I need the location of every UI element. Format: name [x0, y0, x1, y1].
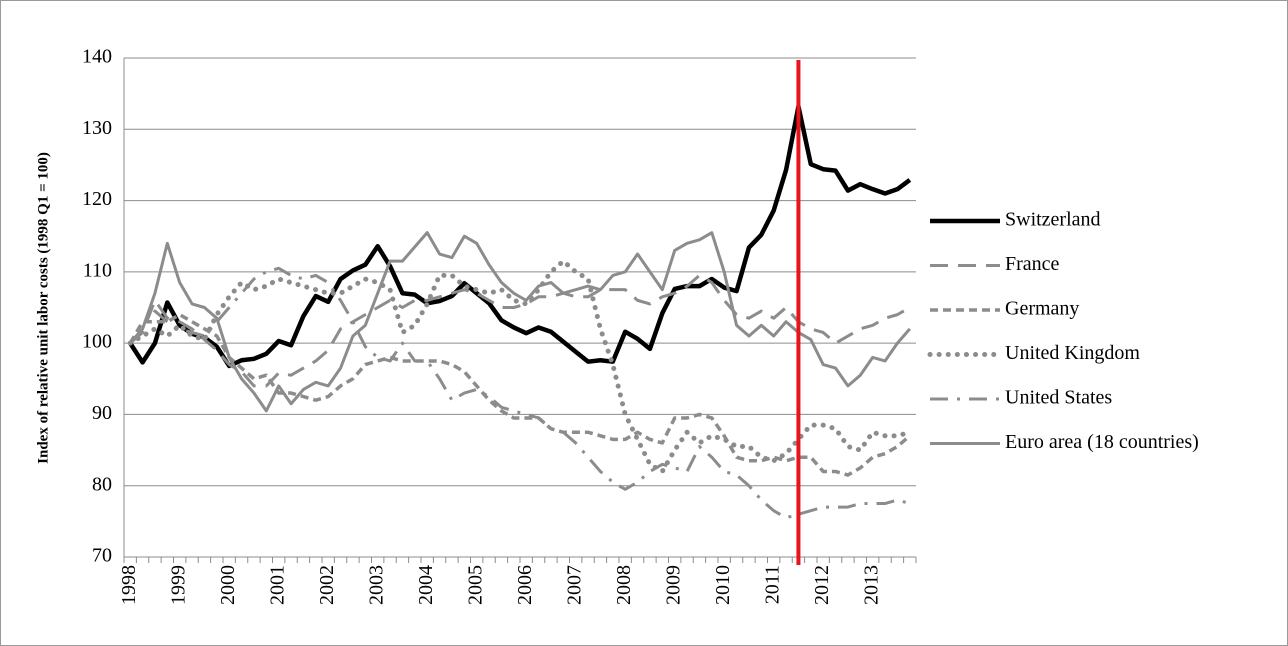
y-tick-label: 80 [92, 473, 112, 495]
x-tick-label: 2003 [365, 565, 387, 605]
legend-label: Germany [1005, 298, 1079, 320]
x-tick-label: 2004 [415, 565, 437, 605]
series-line [129, 273, 911, 388]
y-tick-label: 120 [82, 188, 112, 210]
series-line [128, 104, 912, 369]
x-tick-label: 2009 [662, 565, 684, 605]
y-tick-label: 70 [92, 545, 112, 567]
legend-label: United Kingdom [1005, 342, 1140, 364]
series-line [129, 266, 911, 520]
series-line [128, 312, 911, 477]
legend-label: Euro area (18 countries) [1005, 431, 1199, 453]
y-tick-label: 140 [82, 46, 112, 68]
x-tick-label: 2005 [464, 565, 486, 605]
x-tick-label: 1999 [167, 565, 189, 605]
y-tick-label: 130 [82, 117, 112, 139]
x-tick-label: 2008 [613, 565, 635, 605]
x-tick-label: 2002 [316, 565, 338, 605]
x-tick-label: 2001 [266, 565, 288, 605]
legend-label: United States [1005, 387, 1112, 409]
x-tick-label: 2011 [761, 565, 783, 604]
y-tick-label: 90 [92, 402, 112, 424]
y-axis-title: Index of relative unit labor costs (1998… [35, 152, 51, 464]
x-tick-label: 2013 [860, 565, 882, 605]
x-tick-label: 2006 [514, 565, 536, 605]
legend-label: France [1005, 253, 1060, 275]
series-line [129, 231, 911, 413]
x-tick-label: 2010 [712, 565, 734, 605]
x-tick-label: 2007 [563, 565, 585, 605]
y-tick-label: 110 [83, 259, 112, 281]
x-tick-label: 1998 [118, 565, 140, 605]
y-tick-label: 100 [82, 331, 112, 353]
legend-label: Switzerland [1005, 209, 1101, 231]
x-tick-label: 2000 [217, 565, 239, 605]
x-tick-label: 2012 [811, 565, 833, 605]
